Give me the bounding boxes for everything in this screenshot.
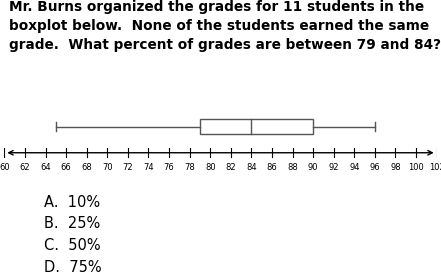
Text: D.  75%: D. 75%	[44, 260, 102, 275]
Text: 90: 90	[308, 163, 318, 172]
Text: 78: 78	[184, 163, 195, 172]
Text: A.  10%: A. 10%	[44, 194, 100, 209]
Text: 80: 80	[205, 163, 216, 172]
Text: B.  25%: B. 25%	[44, 217, 101, 232]
Text: 68: 68	[81, 163, 92, 172]
Text: 100: 100	[408, 163, 424, 172]
Text: 76: 76	[164, 163, 175, 172]
Text: 88: 88	[287, 163, 298, 172]
Text: 94: 94	[349, 163, 359, 172]
Text: 92: 92	[329, 163, 339, 172]
Text: C.  50%: C. 50%	[44, 238, 101, 253]
Text: 64: 64	[40, 163, 51, 172]
Text: 86: 86	[266, 163, 277, 172]
Text: 60: 60	[0, 163, 10, 172]
Text: Mr. Burns organized the grades for 11 students in the
boxplot below.  None of th: Mr. Burns organized the grades for 11 st…	[9, 0, 441, 52]
Text: 72: 72	[123, 163, 133, 172]
Text: 74: 74	[143, 163, 154, 172]
Text: 66: 66	[61, 163, 71, 172]
Text: 98: 98	[390, 163, 401, 172]
Text: 102: 102	[429, 163, 441, 172]
Text: 70: 70	[102, 163, 112, 172]
Bar	[200, 119, 313, 134]
Text: 96: 96	[370, 163, 380, 172]
Text: 82: 82	[225, 163, 236, 172]
Text: 84: 84	[246, 163, 257, 172]
Text: 62: 62	[20, 163, 30, 172]
